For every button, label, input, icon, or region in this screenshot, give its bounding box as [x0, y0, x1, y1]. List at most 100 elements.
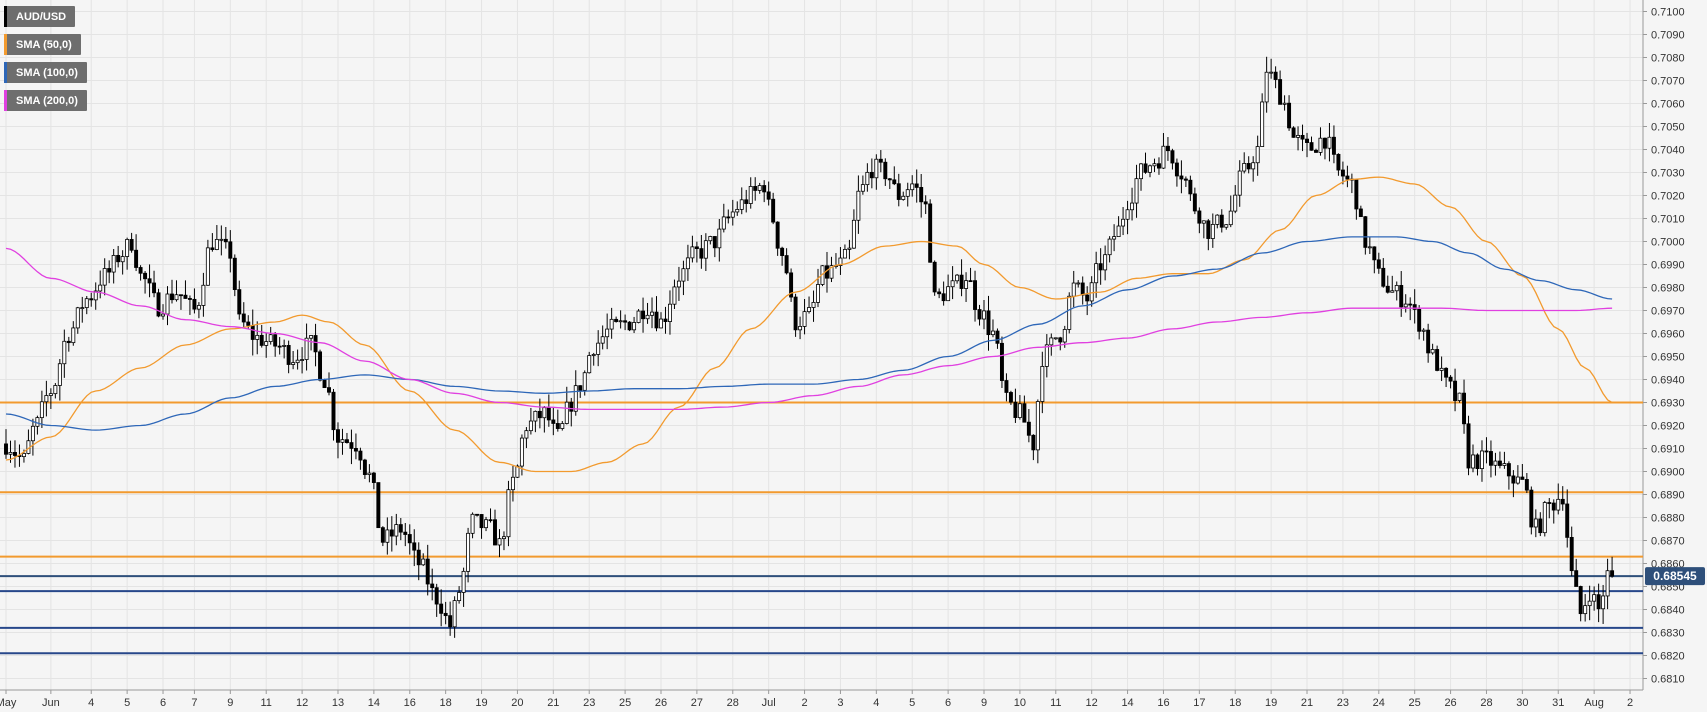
x-tick-label: 16	[404, 697, 416, 709]
candle-up	[30, 425, 35, 442]
candle-down	[1462, 392, 1467, 425]
candle-down	[753, 186, 758, 191]
candle-down	[416, 549, 421, 566]
candle-down	[614, 318, 619, 322]
candle-down	[928, 203, 933, 263]
candle-down	[555, 423, 560, 429]
candle-up	[533, 410, 538, 422]
candle-up	[1130, 202, 1135, 211]
candle-up	[650, 311, 654, 316]
candle-down	[138, 267, 143, 274]
candle-up	[816, 284, 820, 303]
x-tick-label: 25	[619, 697, 631, 709]
candle-up	[955, 274, 960, 282]
candle-up	[165, 293, 170, 315]
candle-up	[901, 195, 906, 200]
candle-down	[789, 272, 794, 298]
candle-down	[793, 296, 798, 331]
candle-up	[120, 256, 125, 263]
candle-down	[1565, 503, 1570, 538]
candle-up	[1421, 329, 1426, 332]
y-tick-label: 0.7050	[1651, 122, 1685, 134]
candle-up	[582, 372, 587, 391]
candle-up	[1071, 282, 1076, 297]
candle-down	[322, 379, 327, 389]
legend-item-sma50[interactable]: SMA (50,0)	[4, 34, 81, 55]
x-tick-label: 18	[440, 697, 452, 709]
candle-up	[53, 385, 58, 395]
candle-down	[259, 334, 264, 346]
candle-up	[1556, 498, 1561, 511]
y-tick-label: 0.7020	[1651, 191, 1685, 203]
legend-label: SMA (100,0)	[16, 66, 78, 79]
candle-up	[1049, 337, 1054, 346]
candle-down	[1008, 392, 1013, 403]
candle-down	[919, 187, 924, 203]
candle-up	[367, 472, 372, 475]
x-tick-label: 31	[1552, 697, 1564, 709]
candle-up	[730, 211, 735, 218]
x-tick-label: 5	[124, 697, 130, 709]
candle-down	[1529, 489, 1534, 528]
candle-down	[537, 410, 542, 419]
x-tick-label: 26	[655, 697, 667, 709]
candle-down	[116, 255, 121, 263]
candle-down	[1363, 216, 1368, 248]
x-tick-label: 30	[1516, 697, 1528, 709]
candle-down	[1412, 304, 1417, 310]
candle-down	[869, 171, 874, 179]
legend-item-price[interactable]: AUD/USD	[4, 6, 76, 27]
candle-up	[457, 592, 462, 602]
candle-up	[1601, 595, 1606, 610]
candle-up	[802, 311, 807, 327]
candle-up	[950, 280, 955, 288]
candle-down	[1085, 294, 1090, 302]
candle-up	[1502, 463, 1507, 466]
candle-down	[493, 519, 497, 546]
candle-down	[1331, 136, 1336, 155]
x-tick-label: 11	[260, 697, 271, 709]
candle-down	[1143, 163, 1148, 173]
candle-down	[475, 513, 480, 516]
candle-up	[618, 320, 623, 323]
candle-down	[883, 161, 888, 180]
x-tick-label: 19	[1265, 697, 1277, 709]
candle-down	[147, 278, 152, 284]
candle-up	[1233, 194, 1238, 212]
candle-down	[973, 280, 978, 310]
candle-up	[502, 536, 506, 540]
candle-down	[1336, 153, 1341, 171]
candle-up	[205, 247, 210, 286]
candle-up	[587, 355, 592, 374]
candle-down	[569, 401, 574, 412]
candle-down	[1314, 149, 1318, 153]
candle-down	[1340, 169, 1345, 177]
y-tick-label: 0.6820	[1651, 651, 1685, 663]
x-tick-label: 11	[1050, 697, 1061, 709]
candle-up	[1260, 101, 1265, 147]
sma-line	[5, 236, 1613, 431]
y-tick-label: 0.7030	[1651, 168, 1685, 180]
candle-down	[654, 311, 659, 329]
candle-up	[282, 345, 287, 347]
x-tick-label: 18	[1229, 697, 1241, 709]
candle-up	[1242, 163, 1247, 172]
candle-up	[1282, 102, 1287, 105]
legend-item-sma100[interactable]: SMA (100,0)	[4, 62, 87, 83]
candle-up	[48, 393, 53, 396]
candle-up	[1318, 137, 1323, 153]
candle-up	[394, 524, 399, 537]
candle-up	[748, 186, 753, 204]
legend-item-sma200[interactable]: SMA (200,0)	[4, 90, 87, 111]
candle-down	[439, 603, 444, 614]
candle-down	[376, 482, 381, 529]
legend-swatch-sma200	[4, 90, 7, 111]
candle-up	[1605, 570, 1610, 597]
candle-down	[1435, 349, 1440, 371]
candle-up	[1116, 225, 1121, 237]
x-tick-label: 3	[837, 697, 843, 709]
candle-up	[564, 401, 569, 424]
candle-down	[1372, 246, 1377, 261]
candle-up	[340, 439, 345, 443]
candle-down	[1309, 142, 1314, 151]
